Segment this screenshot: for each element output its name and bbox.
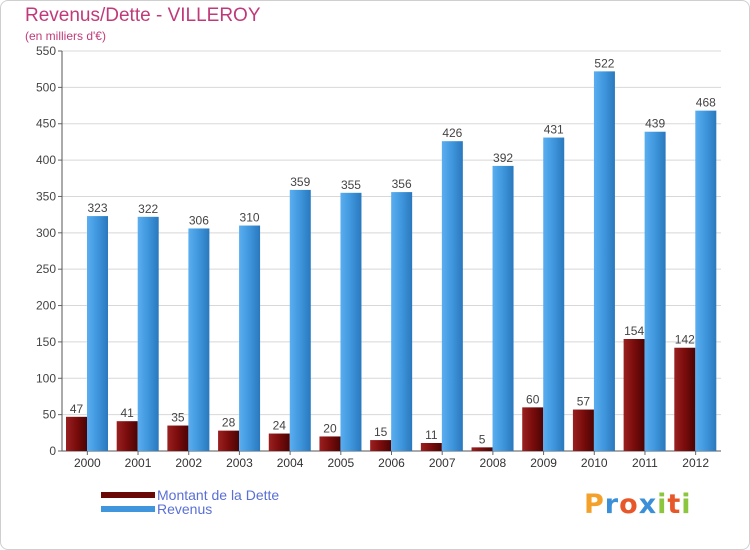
data-label-revenus-2005: 355 [341,178,361,192]
x-tick-label-2012: 2012 [682,456,709,470]
legend-label-revenus: Revenus [157,501,213,517]
bar-revenus-2002 [188,228,210,451]
data-label-revenus-2008: 392 [493,151,513,165]
y-tick-label: 450 [36,117,56,131]
data-label-revenus-2006: 356 [392,177,412,191]
logo-letter: x [638,489,658,520]
data-label-revenus-2009: 431 [544,123,564,137]
y-tick-label: 250 [36,262,56,276]
bar-debt-2002 [167,425,189,451]
y-tick-label: 400 [36,153,56,167]
data-label-debt-2007: 11 [425,428,438,442]
data-label-revenus-2003: 310 [240,211,260,225]
data-label-revenus-2007: 426 [442,126,462,140]
x-tick-label-2011: 2011 [632,456,658,470]
legend-swatch-revenus [101,506,155,512]
bar-revenus-2004 [289,189,311,451]
bar-revenus-2000 [87,216,108,451]
legend-item-debt: Montant de la Dette [101,487,279,503]
bar-revenus-2007 [441,141,463,451]
y-tick-label: 350 [36,189,56,203]
chart-title: Revenus/Dette - VILLEROY [25,5,261,26]
y-tick-label: 200 [36,299,56,313]
chart-subtitle: (en milliers d'€) [25,29,106,43]
logo-letter: i [681,489,692,520]
x-tick-label-2005: 2005 [327,456,354,470]
data-label-debt-2006: 15 [374,425,388,439]
data-label-revenus-2011: 439 [645,117,665,131]
data-label-debt-2012: 142 [675,333,695,347]
data-label-revenus-2001: 322 [138,202,158,216]
bar-debt-2001 [116,421,138,451]
data-label-revenus-2012: 468 [696,96,716,110]
bar-debt-2008 [471,447,493,451]
logo-letter: t [667,489,682,520]
y-tick-label: 50 [43,408,57,422]
data-label-revenus-2010: 522 [594,56,614,70]
x-tick-label-2006: 2006 [378,456,405,470]
bar-debt-2006 [370,440,392,451]
data-label-revenus-2002: 306 [189,213,209,227]
data-label-debt-2002: 35 [171,411,185,425]
bar-revenus-2005 [340,192,362,451]
bar-debt-2011 [623,339,645,451]
data-label-debt-2005: 20 [323,421,337,435]
bar-revenus-2012 [695,110,717,452]
y-tick-label: 550 [36,44,56,58]
data-label-debt-2003: 28 [222,416,236,430]
data-label-debt-2010: 57 [577,395,591,409]
bar-revenus-2003 [239,225,261,451]
bar-debt-2004 [268,433,290,451]
bar-debt-2007 [420,443,442,451]
logo-letter: i [657,489,668,520]
x-tick-label-2003: 2003 [226,456,253,470]
y-tick-label: 500 [36,80,56,94]
x-tick-label-2000: 2000 [74,456,101,470]
bar-debt-2000 [66,416,87,451]
bar-revenus-2010 [593,71,615,451]
y-tick-label: 300 [36,226,56,240]
bar-revenus-2001 [137,216,159,451]
data-label-debt-2000: 47 [70,402,84,416]
data-label-debt-2008: 5 [479,432,486,446]
bar-debt-2005 [319,436,341,451]
bar-debt-2009 [522,407,544,451]
bar-debt-2010 [572,409,594,451]
logo-letter: r [604,489,620,520]
bar-revenus-2008 [492,165,514,451]
x-tick-label-2004: 2004 [277,456,304,470]
x-tick-label-2007: 2007 [429,456,456,470]
bar-revenus-2009 [543,137,565,451]
x-tick-label-2001: 2001 [125,456,152,470]
proxiti-logo: Proxiti [584,489,692,520]
x-tick-label-2009: 2009 [530,456,557,470]
legend-swatch-debt [101,492,155,498]
data-label-revenus-2000: 323 [87,201,107,215]
x-tick-label-2010: 2010 [581,456,608,470]
data-label-debt-2004: 24 [273,419,287,433]
data-label-debt-2011: 154 [624,324,644,338]
logo-letter: o [619,489,639,520]
x-tick-label-2002: 2002 [175,456,202,470]
y-tick-label: 150 [36,335,56,349]
bar-revenus-2011 [644,131,666,451]
bar-debt-2012 [674,347,696,451]
x-tick-label-2008: 2008 [480,456,507,470]
bar-debt-2003 [218,430,240,451]
legend-label-debt: Montant de la Dette [157,487,280,503]
data-label-debt-2001: 41 [121,406,135,420]
y-tick-label: 100 [36,371,56,385]
data-label-revenus-2004: 359 [290,175,310,189]
logo-letter: P [584,489,605,520]
bar-revenus-2006 [391,192,413,451]
y-tick-label: 0 [49,444,56,458]
legend-item-revenus: Revenus [101,501,212,517]
data-label-debt-2009: 60 [526,392,540,406]
